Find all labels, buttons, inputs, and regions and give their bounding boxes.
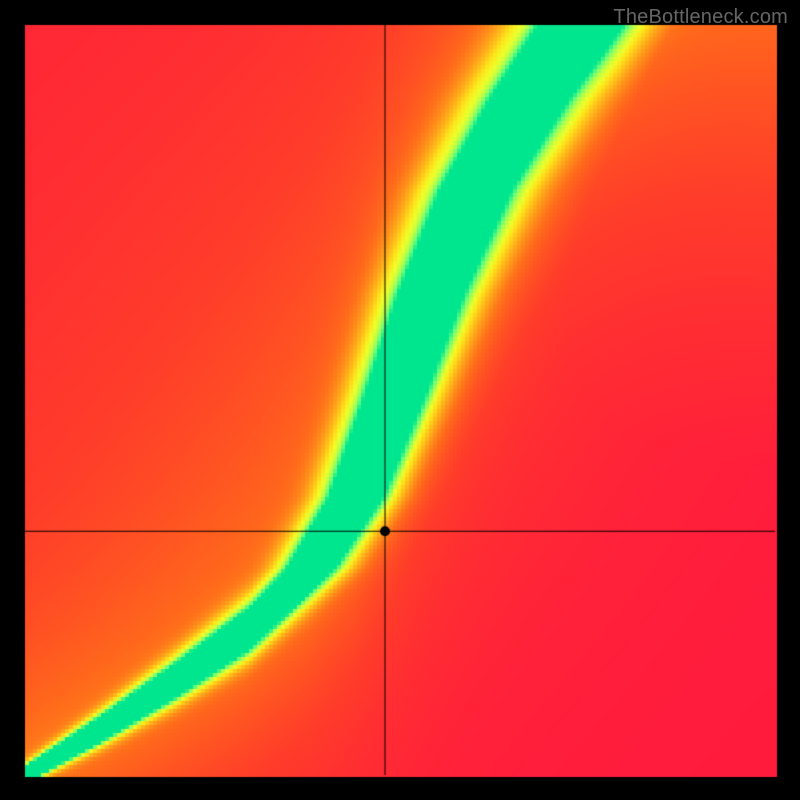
watermark-text: TheBottleneck.com xyxy=(613,6,788,29)
bottleneck-heatmap xyxy=(0,0,800,800)
